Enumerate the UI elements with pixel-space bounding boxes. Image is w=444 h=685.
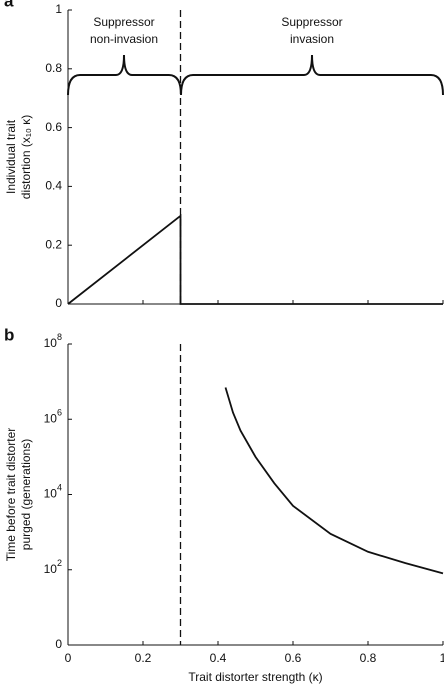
y-tick-label: 1 bbox=[55, 2, 62, 16]
y-axis-label: purged (generations) bbox=[19, 439, 33, 550]
x-tick-label: 1 bbox=[440, 651, 444, 665]
y-tick-label: 104 bbox=[44, 483, 62, 501]
x-tick-label: 0.8 bbox=[360, 651, 377, 665]
y-tick-label: 106 bbox=[44, 408, 62, 426]
y-tick-label-base: 10 bbox=[44, 487, 58, 501]
y-tick-label-exponent: 8 bbox=[57, 332, 62, 342]
annotation: Suppressor bbox=[93, 15, 154, 29]
x-tick-label: 0.4 bbox=[210, 651, 227, 665]
y-tick-label: 0 bbox=[55, 296, 62, 310]
y-tick-label: 0 bbox=[55, 637, 62, 651]
annotation: invasion bbox=[290, 32, 334, 46]
y-tick-label-base: 10 bbox=[44, 562, 58, 576]
y-tick-label: 0.8 bbox=[45, 61, 62, 75]
brace bbox=[67, 54, 182, 96]
y-tick-label: 102 bbox=[44, 558, 62, 576]
y-tick-label: 0.2 bbox=[45, 237, 62, 251]
panel-label: b bbox=[4, 325, 14, 344]
y-tick-label-exponent: 6 bbox=[57, 408, 62, 418]
y-axis-label: Time before trait distorter bbox=[4, 428, 18, 562]
brace bbox=[180, 54, 444, 96]
x-tick-label: 0.6 bbox=[285, 651, 302, 665]
y-tick-label-base: 10 bbox=[44, 411, 58, 425]
y-axis-label: Individual trait bbox=[4, 119, 18, 194]
y-tick-label-base: 10 bbox=[44, 336, 58, 350]
y-tick-label: 0.6 bbox=[45, 120, 62, 134]
y-axis-label: distortion (x₁₀ κ) bbox=[19, 115, 33, 199]
y-tick-label-exponent: 4 bbox=[57, 483, 62, 493]
x-tick-label: 0 bbox=[65, 651, 72, 665]
y-tick-label-exponent: 2 bbox=[57, 558, 62, 568]
panel-label: a bbox=[4, 0, 14, 10]
annotation: Suppressor bbox=[281, 15, 342, 29]
line bbox=[67, 213, 443, 305]
y-tick-label-base: 0 bbox=[55, 637, 62, 651]
x-tick-label: 0.2 bbox=[135, 651, 152, 665]
x-axis-label: Trait distorter strength (κ) bbox=[188, 670, 322, 684]
y-tick-label: 108 bbox=[44, 332, 62, 350]
annotation: non-invasion bbox=[90, 32, 158, 46]
y-tick-label: 0.4 bbox=[45, 179, 62, 193]
line bbox=[224, 387, 444, 575]
